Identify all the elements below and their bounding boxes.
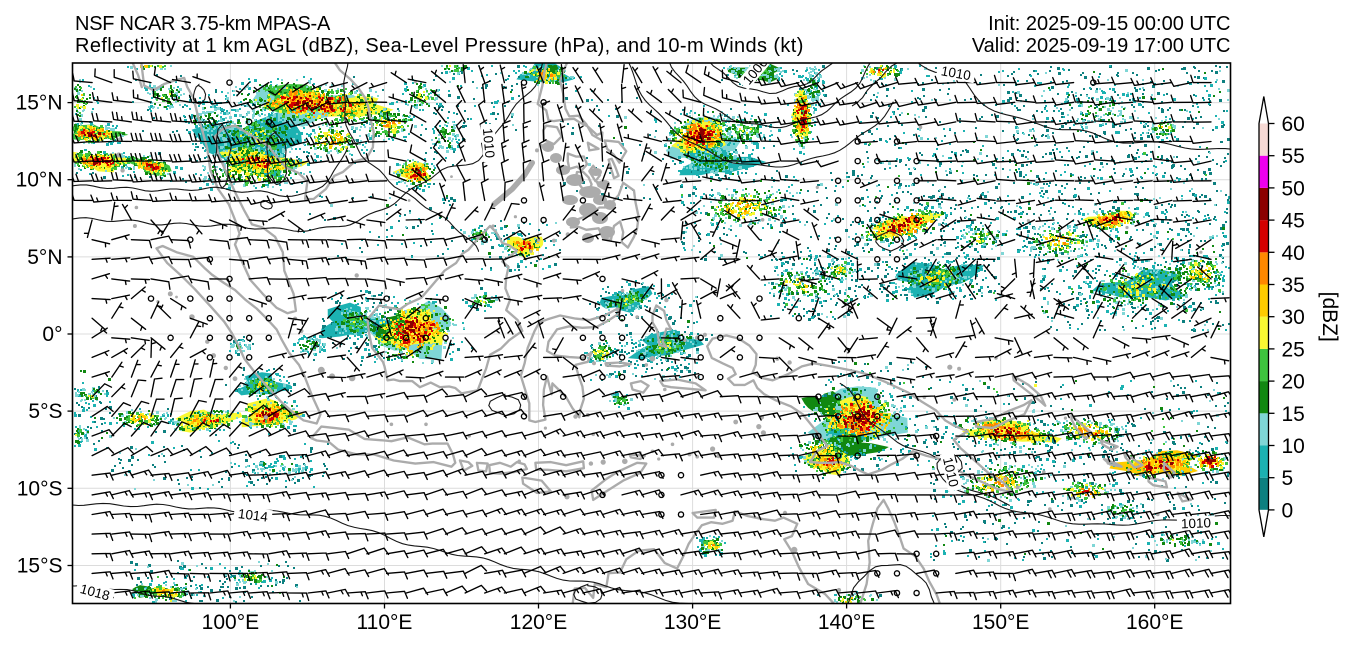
svg-text:1010: 1010 (940, 456, 961, 489)
svg-text:5°N: 5°N (27, 246, 62, 269)
svg-text:Init: 2025-09-15 00:00 UTC: Init: 2025-09-15 00:00 UTC (988, 13, 1230, 35)
svg-text:30: 30 (1282, 306, 1305, 329)
svg-text:130°E: 130°E (664, 611, 721, 634)
svg-text:45: 45 (1282, 210, 1305, 233)
svg-text:140°E: 140°E (818, 611, 875, 634)
svg-text:55: 55 (1282, 145, 1305, 168)
svg-text:15: 15 (1282, 403, 1305, 426)
svg-text:10: 10 (1282, 435, 1305, 458)
svg-text:100°E: 100°E (202, 611, 259, 634)
svg-text:40: 40 (1282, 242, 1305, 265)
svg-text:NSF NCAR 3.75-km MPAS-A: NSF NCAR 3.75-km MPAS-A (75, 13, 331, 35)
svg-text:0°: 0° (42, 323, 62, 346)
svg-text:1010: 1010 (940, 63, 972, 83)
svg-text:50: 50 (1282, 177, 1305, 200)
svg-text:1010: 1010 (480, 127, 498, 158)
svg-text:5: 5 (1282, 467, 1294, 490)
svg-text:5°S: 5°S (28, 400, 62, 423)
svg-text:1014: 1014 (237, 506, 269, 525)
svg-text:25: 25 (1282, 338, 1305, 361)
svg-text:20: 20 (1282, 371, 1305, 394)
svg-text:1018: 1018 (78, 581, 111, 603)
svg-text:110°E: 110°E (357, 611, 413, 634)
svg-text:15°N: 15°N (16, 92, 63, 115)
svg-text:10°N: 10°N (16, 169, 63, 192)
svg-text:0: 0 (1282, 499, 1294, 522)
svg-text:15°S: 15°S (17, 555, 63, 578)
svg-text:150°E: 150°E (972, 611, 1029, 634)
svg-text:120°E: 120°E (510, 611, 567, 634)
svg-text:Reflectivity at 1 km AGL (dBZ): Reflectivity at 1 km AGL (dBZ), Sea-Leve… (75, 35, 804, 57)
svg-text:1010: 1010 (1181, 515, 1212, 531)
svg-text:160°E: 160°E (1126, 611, 1183, 634)
svg-text:10°S: 10°S (17, 477, 63, 500)
svg-text:Valid: 2025-09-19 17:00 UTC: Valid: 2025-09-19 17:00 UTC (972, 35, 1231, 57)
svg-text:35: 35 (1282, 274, 1305, 297)
svg-text:[dBZ]: [dBZ] (1318, 292, 1341, 342)
svg-text:60: 60 (1282, 113, 1305, 136)
